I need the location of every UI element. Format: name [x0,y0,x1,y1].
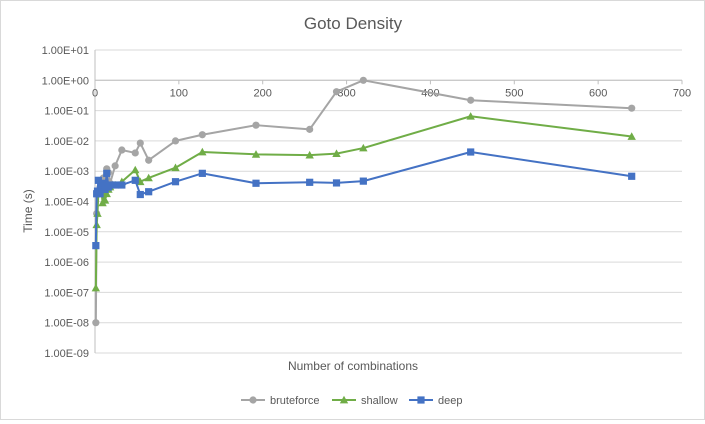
data-point-bruteforce [252,121,260,129]
data-point-shallow [466,112,475,120]
data-point-deep [359,177,367,185]
data-point-deep [136,190,144,199]
y-tick-label: 1.00E+00 [42,75,89,87]
data-point-shallow [102,189,111,198]
x-axis-title: Number of combinations [288,359,418,373]
data-point-deep [106,181,114,189]
data-point-deep [118,181,126,189]
data-point-bruteforce [92,319,100,327]
data-point-bruteforce [467,96,475,104]
series-deep [92,148,636,250]
y-tick-label: 1.00E-05 [44,227,89,239]
data-point-shallow [627,132,636,140]
y-tick-label: 1.00E-07 [44,287,89,299]
data-point-shallow [332,149,341,157]
data-point-deep [306,178,314,186]
data-point-shallow [251,150,261,158]
data-point-shallow [144,173,153,182]
data-point-shallow [171,163,180,172]
x-tick-label: 600 [589,87,607,99]
data-point-deep [145,188,153,196]
data-point-deep [92,242,100,250]
data-point-shallow [305,150,314,159]
data-point-bruteforce [111,162,119,170]
legend-item-shallow: shallow [332,395,398,407]
data-point-bruteforce [118,146,126,154]
legend-label: deep [438,395,462,407]
legend-marker [339,395,349,404]
data-point-bruteforce [628,104,636,112]
data-point-bruteforce [136,139,144,147]
data-point-shallow [198,147,207,156]
data-point-deep [332,179,341,187]
data-point-deep [96,190,104,198]
legend-label: shallow [361,395,398,407]
legend-label: bruteforce [270,395,320,407]
data-point-shallow [100,196,110,204]
y-tick-label: 1.00E-06 [44,257,89,269]
y-tick-label: 1.00E-03 [44,166,89,178]
data-point-bruteforce [359,76,367,84]
plot-area [91,76,636,327]
data-point-deep [628,172,636,180]
data-point-deep [94,176,102,184]
y-axis-title: Time (s) [21,189,35,233]
legend-marker [249,396,257,404]
legend-item-bruteforce: bruteforce [241,395,320,407]
data-point-deep [252,179,260,187]
data-point-deep [171,178,180,186]
y-tick-label: 1.00E-02 [44,136,89,148]
data-point-bruteforce [171,137,180,145]
x-tick-label: 200 [254,87,272,99]
data-point-bruteforce [145,156,153,164]
y-tick-label: 1.00E-08 [44,318,89,330]
data-point-shallow [131,165,140,174]
y-tick-label: 1.00E-01 [44,106,89,118]
data-point-shallow [91,283,101,292]
axes: 1.00E-09 1.00E-08 1.00E-07 1.00E-06 1.00E-05… [42,45,692,360]
data-point-bruteforce [306,125,314,133]
data-point-shallow [359,143,368,152]
legend: bruteforce shallow deep [241,395,462,407]
data-point-deep [467,148,475,156]
legend-marker [417,396,425,404]
data-point-bruteforce [131,149,139,157]
y-tick-label: 1.00E+01 [42,45,89,57]
x-tick-label: 0 [92,87,98,99]
data-point-deep [111,181,119,189]
data-point-deep [103,169,111,177]
chart-title: Goto Density [304,14,403,33]
data-point-deep [198,169,206,177]
y-tick-label: 1.00E-09 [44,348,89,360]
data-point-bruteforce [332,88,341,96]
data-point-bruteforce [198,131,206,139]
y-tick-label: 1.00E-04 [44,197,89,209]
x-tick-label: 500 [505,87,523,99]
data-point-deep [131,176,139,184]
x-tick-label: 100 [170,87,188,99]
x-tick-label: 700 [673,87,691,99]
data-point-deep [99,179,107,187]
legend-item-deep: deep [409,395,462,407]
